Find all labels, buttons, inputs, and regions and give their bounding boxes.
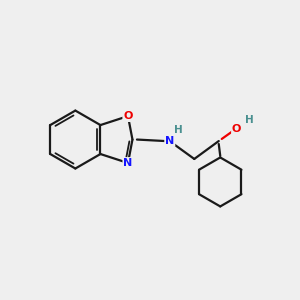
Text: O: O (123, 111, 133, 121)
Text: H: H (174, 125, 182, 135)
Text: N: N (165, 136, 174, 146)
Text: H: H (245, 115, 254, 125)
Text: O: O (232, 124, 242, 134)
Text: N: N (123, 158, 133, 168)
